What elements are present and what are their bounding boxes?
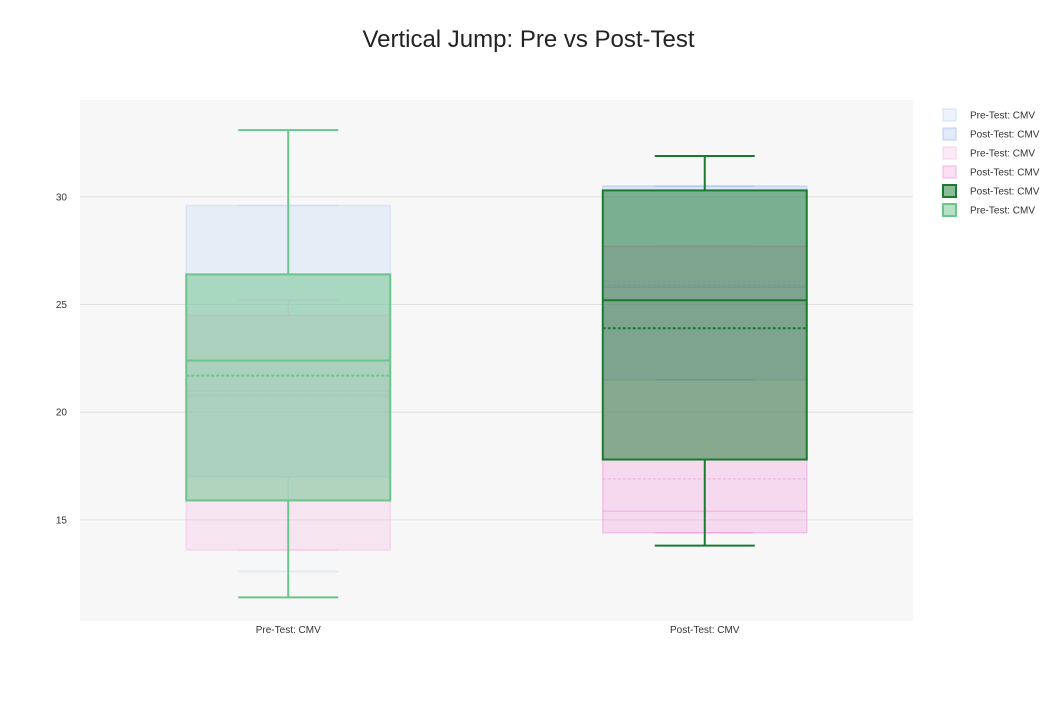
legend-item[interactable]: Post-Test: CMV — [942, 127, 1040, 141]
legend-label: Post-Test: CMV — [970, 168, 1040, 179]
x-tick-label: Pre-Test: CMV — [256, 625, 321, 636]
legend-item[interactable]: Pre-Test: CMV — [942, 146, 1035, 160]
box-series — [185, 129, 808, 599]
legend-item[interactable]: Pre-Test: CMV — [942, 203, 1035, 217]
box-trace — [601, 154, 808, 547]
legend-label: Post-Test: CMV — [970, 130, 1040, 141]
legend-swatch — [942, 184, 957, 198]
x-axis-ticks: Pre-Test: CMV Post-Test: CMV — [256, 625, 740, 636]
y-tick-label: 25 — [56, 300, 68, 311]
legend-swatch — [942, 203, 957, 217]
legend-swatch — [942, 165, 957, 179]
legend-item[interactable]: Post-Test: CMV — [942, 165, 1040, 179]
legend-label: Post-Test: CMV — [970, 187, 1040, 198]
chart-title: Vertical Jump: Pre vs Post-Test — [362, 26, 695, 53]
y-axis-ticks: 15 20 25 30 — [56, 192, 68, 526]
legend-item[interactable]: Pre-Test: CMV — [942, 108, 1035, 122]
iqr-box — [185, 273, 392, 502]
legend-swatch — [942, 146, 957, 160]
legend-label: Pre-Test: CMV — [970, 206, 1035, 217]
y-tick-label: 20 — [56, 408, 68, 419]
x-tick-label: Post-Test: CMV — [670, 625, 740, 636]
iqr-box — [601, 189, 808, 461]
legend-swatch — [942, 127, 957, 141]
y-tick-label: 30 — [56, 192, 68, 203]
box-trace — [185, 129, 392, 599]
legend-item[interactable]: Post-Test: CMV — [942, 184, 1040, 198]
legend[interactable]: Pre-Test: CMV Post-Test: CMV Pre-Test: CMV… — [942, 108, 1040, 217]
legend-label: Pre-Test: CMV — [970, 149, 1035, 160]
legend-swatch — [942, 108, 957, 122]
legend-label: Pre-Test: CMV — [970, 111, 1035, 122]
y-tick-label: 15 — [56, 515, 68, 526]
